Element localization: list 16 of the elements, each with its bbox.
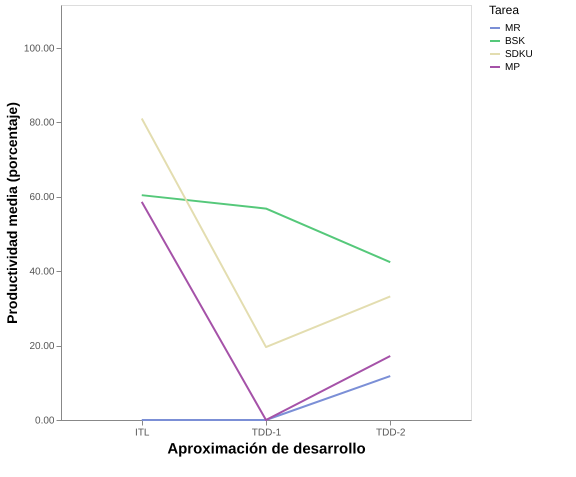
y-tick-label: 80.00 [29,118,55,129]
legend-title: Tarea [489,3,520,17]
y-tick-label: 40.00 [29,266,55,278]
x-tick-label: ITL [135,428,150,438]
y-tick-label: 0.00 [35,416,55,426]
y-axis-title: Productividad media (porcentaje) [4,102,20,324]
legend-label: MR [505,23,521,34]
y-tick-label: 20.00 [29,341,55,352]
x-tick-label: TDD-1 [252,428,282,438]
legend-label: SDKU [505,49,533,60]
x-axis-title: Aproximación de desarrollo [167,440,366,458]
legend-label: MP [505,62,520,73]
y-tick-label: 100.00 [24,43,55,54]
x-tick-label: TDD-2 [376,428,406,438]
legend-label: BSK [505,36,526,47]
y-tick-label: 60.00 [29,192,55,204]
